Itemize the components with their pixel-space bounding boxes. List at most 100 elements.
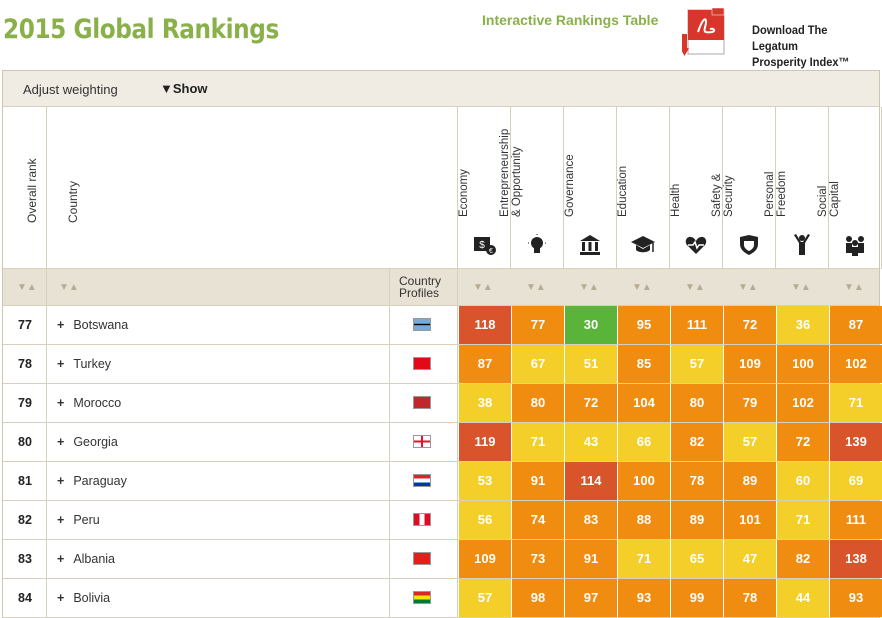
country-expand-link[interactable]: + Botswana [57, 318, 128, 332]
score-cell: 44 [776, 579, 829, 617]
expand-plus-icon[interactable]: + [57, 591, 65, 605]
expand-plus-icon[interactable]: + [57, 435, 65, 449]
score-cell: 89 [670, 501, 723, 539]
georgia-flag[interactable] [413, 435, 431, 448]
interactive-rankings-link[interactable]: Interactive Rankings Table [482, 12, 659, 28]
sort-category-arrows[interactable]: ▼▲ [738, 282, 758, 293]
score-cell: 82 [776, 540, 829, 578]
score-cell: 118 [458, 306, 511, 344]
score-cell: 78 [723, 579, 776, 617]
pdf-download-icon[interactable] [682, 8, 730, 58]
morocco-flag[interactable] [413, 396, 431, 409]
category-header-3[interactable]: Governance [564, 107, 617, 269]
download-line-1: Download The Legatum [752, 23, 828, 53]
category-header-6[interactable]: Safety & Security [711, 107, 776, 269]
category-label: Safety & Security [711, 174, 735, 217]
country-expand-link[interactable]: + Paraguay [57, 474, 127, 488]
category-label: Education [617, 166, 629, 217]
rankings-table: Adjust weighting ▼Show Overall rank Coun… [2, 70, 882, 618]
score-cell: 102 [829, 345, 882, 383]
country-expand-link[interactable]: + Peru [57, 513, 100, 527]
category-label-line-2: Freedom [776, 170, 788, 217]
table-row[interactable]: 77 + Botswana 118 77 30 95 111 72 36 87 [3, 306, 882, 345]
country-name: Albania [73, 552, 116, 566]
score-cell: 100 [617, 462, 670, 500]
score-cell: 57 [723, 423, 776, 461]
sort-category-arrows[interactable]: ▼▲ [791, 282, 811, 293]
country-expand-link[interactable]: + Bolivia [57, 591, 110, 605]
category-header-2[interactable]: Entrepreneurship & Opportunity [499, 107, 564, 269]
lightbulb-icon [528, 234, 546, 253]
category-label-line-2: Security [723, 175, 735, 217]
category-label: Economy [458, 169, 470, 217]
turkey-flag[interactable] [413, 357, 431, 370]
table-row[interactable]: 78 + Turkey 87 67 51 85 57 109 100 102 [3, 345, 882, 384]
sort-category-arrows[interactable]: ▼▲ [526, 282, 546, 293]
download-index-link[interactable]: Download The Legatum Prosperity Index™ [752, 22, 870, 70]
score-cell: 72 [723, 306, 776, 344]
expand-plus-icon[interactable]: + [57, 552, 65, 566]
score-cell: 69 [829, 462, 882, 500]
column-divider [722, 107, 723, 269]
economy-icon: $€ [474, 237, 496, 255]
show-weighting-toggle[interactable]: ▼Show [160, 81, 208, 96]
rank-cell: 77 [18, 318, 32, 332]
expand-plus-icon[interactable]: + [57, 513, 65, 527]
bolivia-flag[interactable] [413, 591, 431, 604]
country-expand-link[interactable]: + Morocco [57, 396, 121, 410]
score-cell: 36 [776, 306, 829, 344]
country-expand-link[interactable]: + Georgia [57, 435, 118, 449]
sort-category-arrows[interactable]: ▼▲ [685, 282, 705, 293]
sort-rank-arrows[interactable]: ▼▲ [17, 282, 37, 293]
profiles-header-line-2: Profiles [399, 286, 440, 300]
country-expand-link[interactable]: + Albania [57, 552, 115, 566]
score-cell: 85 [617, 345, 670, 383]
score-cell: 73 [511, 540, 564, 578]
sort-category-arrows[interactable]: ▼▲ [473, 282, 493, 293]
peru-flag[interactable] [413, 513, 431, 526]
sort-country-arrows[interactable]: ▼▲ [59, 282, 79, 293]
expand-plus-icon[interactable]: + [57, 474, 65, 488]
country-name: Bolivia [73, 591, 111, 605]
expand-plus-icon[interactable]: + [57, 396, 65, 410]
score-cell: 87 [458, 345, 511, 383]
category-header-8[interactable]: Social Capital [817, 107, 882, 269]
table-row[interactable]: 83 + Albania 109 73 91 71 65 47 82 138 [3, 540, 882, 579]
table-row[interactable]: 80 + Georgia 119 71 43 66 82 57 72 139 [3, 423, 882, 462]
score-cell: 89 [723, 462, 776, 500]
country-name: Paraguay [73, 474, 127, 488]
table-row[interactable]: 82 + Peru 56 74 83 88 89 101 71 111 [3, 501, 882, 540]
score-cell: 71 [511, 423, 564, 461]
botswana-flag[interactable] [413, 318, 431, 331]
score-cell: 93 [617, 579, 670, 617]
score-cell: 109 [723, 345, 776, 383]
score-cell: 114 [564, 462, 617, 500]
country-expand-link[interactable]: + Turkey [57, 357, 111, 371]
score-cell: 80 [670, 384, 723, 422]
table-row[interactable]: 81 + Paraguay 53 91 114 100 78 89 60 69 [3, 462, 882, 501]
score-cell: 95 [617, 306, 670, 344]
paraguay-flag[interactable] [413, 474, 431, 487]
expand-plus-icon[interactable]: + [57, 318, 65, 332]
score-cell: 77 [511, 306, 564, 344]
rank-cell: 78 [18, 357, 32, 371]
heart-pulse-icon [685, 236, 707, 254]
column-divider [389, 269, 390, 618]
category-header-5[interactable]: Health [670, 107, 723, 269]
score-cell: 57 [670, 345, 723, 383]
country-header: Country [66, 180, 80, 223]
expand-plus-icon[interactable]: + [57, 357, 65, 371]
country-name: Morocco [73, 396, 122, 410]
score-cell: 43 [564, 423, 617, 461]
sort-category-arrows[interactable]: ▼▲ [632, 282, 652, 293]
sort-category-arrows[interactable]: ▼▲ [844, 282, 864, 293]
sort-category-arrows[interactable]: ▼▲ [579, 282, 599, 293]
table-row[interactable]: 79 + Morocco 38 80 72 104 80 79 102 71 [3, 384, 882, 423]
category-header-7[interactable]: Personal Freedom [764, 107, 829, 269]
score-cell: 87 [829, 306, 882, 344]
category-header-4[interactable]: Education [617, 107, 670, 269]
category-header-1[interactable]: Economy $ € [458, 107, 511, 269]
table-row[interactable]: 84 + Bolivia 57 98 97 93 99 78 44 93 [3, 579, 882, 618]
category-label-line-2: & Opportunity [511, 146, 523, 217]
albania-flag[interactable] [413, 552, 431, 565]
